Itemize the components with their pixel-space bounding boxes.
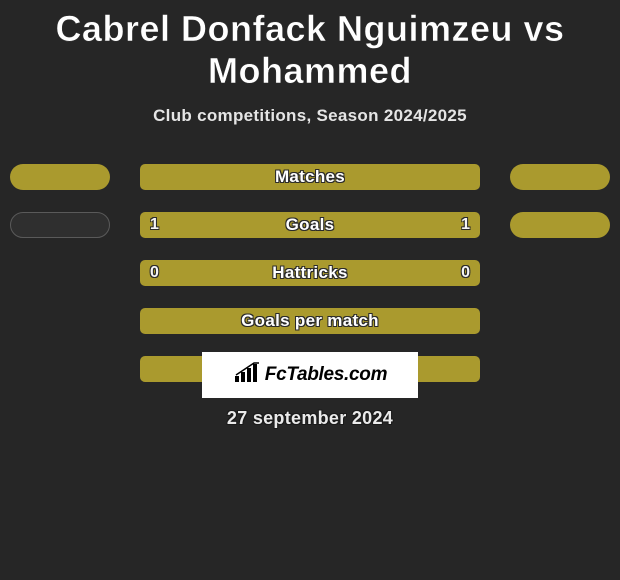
logo-text: FcTables.com <box>265 364 387 386</box>
stat-label: Hattricks <box>140 263 480 283</box>
player2-value: 1 <box>461 212 470 238</box>
player1-pill <box>10 212 110 238</box>
player2-pill <box>510 164 610 190</box>
stat-row: Hattricks0 0 <box>0 260 620 286</box>
stat-bar: Hattricks <box>140 260 480 286</box>
stat-bar: Matches <box>140 164 480 190</box>
stat-label: Goals <box>140 215 480 235</box>
stat-bar: Goals per match <box>140 308 480 334</box>
player2-pill <box>510 212 610 238</box>
stat-row: Goals per match <box>0 308 620 334</box>
stat-row: Goals1 1 <box>0 212 620 238</box>
logo-badge: FcTables.com <box>202 352 418 398</box>
player1-value: 1 <box>150 212 159 238</box>
stat-bar: Goals <box>140 212 480 238</box>
player2-value: 0 <box>461 260 470 286</box>
stat-label: Matches <box>140 167 480 187</box>
bars-icon <box>233 362 263 389</box>
player1-value: 0 <box>150 260 159 286</box>
stat-label: Goals per match <box>140 311 480 331</box>
page-title: Cabrel Donfack Nguimzeu vs Mohammed <box>0 0 620 92</box>
player1-pill <box>10 164 110 190</box>
generated-date: 27 september 2024 <box>0 408 620 429</box>
page-subtitle: Club competitions, Season 2024/2025 <box>0 106 620 126</box>
stats-container: Matches Goals1 1 Hattricks0 0 Goals per match… <box>0 164 620 382</box>
stat-row: Matches <box>0 164 620 190</box>
